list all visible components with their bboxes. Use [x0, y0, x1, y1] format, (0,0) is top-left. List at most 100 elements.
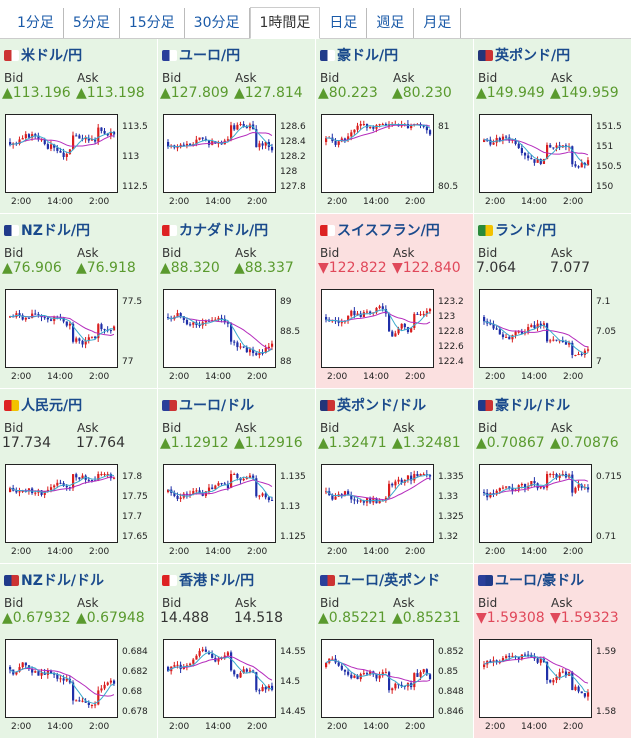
tab-4[interactable]: 1時間足 [249, 7, 321, 39]
pair-title[interactable]: ユーロ/円 [162, 45, 240, 65]
y-tick-label: 1.13 [280, 502, 300, 512]
candle-body [248, 670, 252, 672]
price-chart[interactable]: 151.5 151 150.5 150 2:00 14:00 2:00 [479, 114, 629, 212]
tab-3[interactable]: 30分足 [185, 8, 250, 38]
price-chart[interactable]: 128.6 128.4 128.2 128 127.8 2:00 14:00 2:00 [163, 114, 313, 212]
pair-title[interactable]: ランド/円 [478, 220, 556, 240]
pair-title[interactable]: 米ドル/円 [4, 45, 82, 65]
candle-body [394, 481, 397, 486]
candle-body [18, 313, 21, 316]
price-chart[interactable]: 1.591.582:00 14:00 2:00 [479, 639, 629, 737]
pair-title[interactable]: ユーロ/ドル [162, 395, 254, 415]
pair-card[interactable]: 米ドル/円 Bid Ask ▲113.196 ▲113.198 113.5 113 112.5… [0, 39, 158, 214]
pair-title[interactable]: スイスフラン/円 [320, 220, 440, 240]
candle-body [501, 658, 505, 662]
tab-6[interactable]: 週足 [367, 8, 415, 38]
pair-card[interactable]: 英ポンド/ドル Bid Ask ▲1.32471 ▲1.32481 1.335 1.33 1.… [316, 389, 474, 564]
pair-title[interactable]: 英ポンド/円 [478, 45, 570, 65]
price-chart[interactable]: 1.335 1.33 1.325 1.32 2:00 14:00 2:00 [321, 464, 471, 562]
pair-card[interactable]: スイスフラン/円 Bid Ask ▼122.822 ▼122.840 123.2 123 12… [316, 214, 474, 389]
x-tick-label: 2:00 [327, 197, 347, 207]
pair-title[interactable]: カナダドル/円 [162, 220, 268, 240]
pair-title[interactable]: 香港ドル/円 [162, 570, 254, 590]
candle-body [489, 493, 492, 498]
pair-card[interactable]: 人民元/円 Bid Ask 17.734 17.764 17.8 17.75 17.7 17.6… [0, 389, 158, 564]
tab-5[interactable]: 日足 [320, 8, 368, 38]
y-tick-label: 0.848 [438, 687, 464, 697]
candle-body [410, 124, 413, 129]
price-chart[interactable]: 81 80.5 2:00 14:00 2:00 [321, 114, 471, 212]
candle-body [27, 317, 31, 319]
candle-body [204, 649, 207, 652]
candle-body [403, 323, 406, 328]
pair-card[interactable]: ユーロ/英ポンド Bid Ask ▲0.85221 ▲0.85231 0.852 0.85 0… [316, 564, 474, 739]
moving-average-short [167, 476, 273, 498]
pair-title[interactable]: NZドル/円 [4, 220, 90, 240]
candle-body [325, 138, 328, 142]
candle-body [258, 143, 261, 148]
pair-title[interactable]: ユーロ/英ポンド [320, 570, 440, 590]
tab-2[interactable]: 15分足 [120, 8, 185, 38]
pair-card[interactable]: 香港ドル/円 Bid Ask 14.488 14.518 14.55 14.5 14.45 2:… [158, 564, 316, 739]
price-chart[interactable]: 1.135 1.13 1.125 2:00 14:00 2:00 [163, 464, 313, 562]
price-chart[interactable]: 0.715 0.71 2:00 14:00 2:00 [479, 464, 629, 562]
pair-card[interactable]: NZドル/円 Bid Ask ▲76.906 ▲76.918 77.5 77 2:00 14:0… [0, 214, 158, 389]
candle-body [46, 144, 49, 149]
candle-body [347, 136, 350, 141]
tab-1[interactable]: 5分足 [64, 8, 120, 38]
price-chart[interactable]: 123.2 123 122.8 122.6 122.4 2:00 14:00 2:00 [321, 289, 471, 387]
price-chart[interactable]: 89 88.5 88 2:00 14:00 2:00 [163, 289, 313, 387]
y-tick-label: 1.135 [280, 472, 306, 482]
pair-title[interactable]: 豪ドル/ドル [478, 395, 570, 415]
x-tick-label: 14:00 [363, 372, 389, 382]
ask-label: Ask [77, 596, 99, 610]
candle-body [381, 306, 384, 309]
candle-body [173, 665, 176, 667]
candle-body [252, 475, 255, 479]
price-chart[interactable]: 77.5 77 2:00 14:00 2:00 [5, 289, 155, 387]
candle-body [555, 474, 558, 478]
candle-body [78, 700, 81, 702]
pair-title[interactable]: 英ポンド/ドル [320, 395, 426, 415]
pair-title[interactable]: NZドル/ドル [4, 570, 104, 590]
y-tick-label: 123 [438, 312, 455, 322]
pair-title[interactable]: 人民元/円 [4, 395, 82, 415]
candle-body [546, 662, 549, 681]
bid-label: Bid [320, 71, 340, 85]
moving-average-long [167, 655, 273, 681]
candle-body [34, 134, 37, 136]
bid-label: Bid [478, 246, 498, 260]
pair-title[interactable]: 豪ドル/円 [320, 45, 398, 65]
tab-0[interactable]: 1分足 [8, 8, 64, 38]
price-chart[interactable]: 7.1 7.05 7 2:00 14:00 2:00 [479, 289, 629, 387]
candle-body [536, 323, 539, 329]
candle-body [40, 490, 43, 495]
tab-7[interactable]: 月足 [414, 8, 462, 38]
pair-card[interactable]: ランド/円 Bid Ask 7.064 7.077 7.1 7.05 7 2:00 14:00 2:… [474, 214, 631, 389]
pair-card[interactable]: ユーロ/豪ドル Bid Ask ▼1.59308 ▼1.59323 1.59 1.58 2:0… [474, 564, 631, 739]
candle-body [195, 490, 198, 492]
candle-body [198, 650, 201, 656]
x-tick-label: 2:00 [247, 197, 267, 207]
pair-card[interactable]: カナダドル/円 Bid Ask ▲88.320 ▲88.337 89 88.5 88 2:00 1… [158, 214, 316, 389]
candle-body [226, 139, 230, 141]
pair-card[interactable]: NZドル/ドル Bid Ask ▲0.67932 ▲0.67948 0.684 0.682 0… [0, 564, 158, 739]
pair-card[interactable]: 豪ドル/ドル Bid Ask ▲0.70867 ▲0.70876 0.715 0.71 2:0… [474, 389, 631, 564]
pair-card[interactable]: ユーロ/円 Bid Ask ▲127.809 ▲127.814 128.6 128.4 128… [158, 39, 316, 214]
pair-card[interactable]: 豪ドル/円 Bid Ask ▲80.223 ▲80.230 81 80.5 2:00 14:00… [316, 39, 474, 214]
price-chart[interactable]: 113.5 113 112.5 2:00 14:00 2:00 [5, 114, 155, 212]
pair-card[interactable]: 英ポンド/円 Bid Ask ▲149.949 ▲149.959 151.5 151 150.… [474, 39, 631, 214]
candle-body [9, 667, 12, 670]
bid-label: Bid [4, 421, 24, 435]
candle-body [586, 160, 590, 166]
candle-body [410, 327, 413, 333]
pair-card[interactable]: ユーロ/ドル Bid Ask ▲1.12912 ▲1.12916 1.135 1.13 1.1… [158, 389, 316, 564]
candle-body [233, 474, 236, 475]
pair-title[interactable]: ユーロ/豪ドル [478, 570, 584, 590]
candle-body [391, 483, 394, 486]
candle-body [384, 497, 388, 501]
price-chart[interactable]: 17.8 17.75 17.7 17.65 2:00 14:00 2:00 [5, 464, 155, 562]
